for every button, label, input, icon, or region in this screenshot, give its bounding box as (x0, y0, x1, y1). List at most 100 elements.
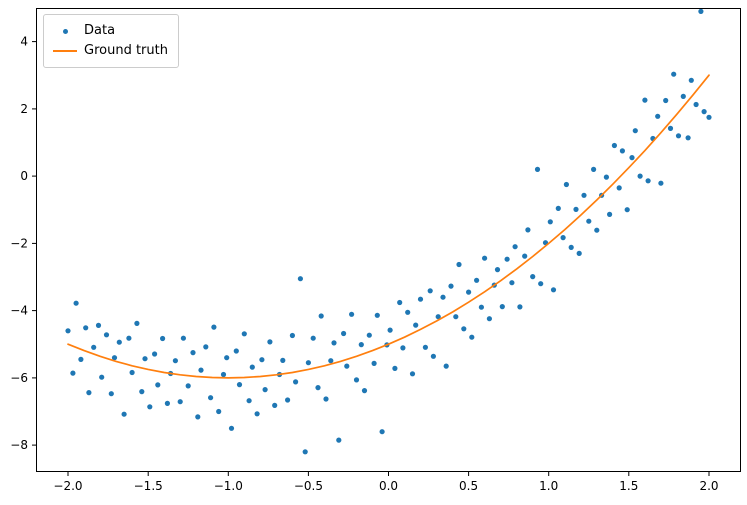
x-tick-label: 1.0 (539, 479, 558, 493)
scatter-point (591, 166, 597, 172)
scatter-point (397, 299, 403, 306)
scatter-point (573, 206, 579, 212)
scatter-point (91, 344, 97, 350)
scatter-point (576, 250, 582, 256)
scatter-point (663, 97, 669, 104)
scatter-point (160, 335, 166, 342)
scatter-point (103, 332, 110, 338)
scatter-point (675, 133, 682, 139)
scatter-point (293, 379, 299, 385)
scatter-point (65, 328, 71, 334)
x-tick-label: −2.0 (53, 479, 82, 493)
scatter-point (594, 227, 600, 233)
scatter-point (233, 348, 239, 354)
scatter-point (358, 342, 364, 348)
scatter-point (642, 97, 648, 103)
scatter-point (435, 314, 441, 320)
scatter-point (422, 344, 428, 350)
x-tick-label: −1.5 (134, 479, 163, 493)
y-tick-label: 0 (20, 169, 28, 183)
scatter-point (611, 142, 618, 149)
scatter-point (198, 367, 204, 373)
scatter-point (632, 128, 638, 134)
scatter-point (563, 181, 570, 188)
legend-handle (52, 50, 78, 53)
scatter-point (331, 340, 337, 346)
scatter-point (530, 274, 536, 280)
scatter-point (522, 253, 528, 259)
scatter-point (547, 219, 553, 225)
scatter-point (701, 109, 707, 115)
scatter-point (671, 71, 677, 77)
y-tick-label: −4 (10, 304, 28, 318)
scatter-point (95, 322, 102, 328)
scatter-point (512, 244, 518, 250)
y-tick-label: −8 (10, 438, 28, 452)
scatter-point (272, 402, 278, 408)
scatter-point (259, 357, 265, 363)
scatter-point (111, 355, 118, 361)
scatter-point (413, 322, 419, 328)
x-tick-label: −1.0 (214, 479, 243, 493)
x-tick-label: 0.5 (459, 479, 478, 493)
scatter-point (83, 325, 89, 331)
scatter-point (344, 363, 350, 369)
scatter-point (164, 400, 170, 406)
scatter-point (409, 371, 416, 377)
scatter-point (302, 449, 308, 455)
scatter-point (195, 414, 201, 420)
scatter-point (341, 330, 347, 337)
scatter-point (190, 350, 196, 356)
scatter-point (108, 391, 114, 397)
legend-entry-data: Data (52, 21, 168, 41)
scatter-point (203, 344, 209, 350)
scatter-point (142, 356, 148, 362)
y-tick-label: 4 (20, 35, 28, 49)
scatter-point (645, 178, 651, 184)
scatter-point (246, 398, 252, 404)
scatter-point (361, 388, 368, 394)
scatter-point (448, 283, 454, 289)
scatter-point (220, 371, 227, 378)
scatter-point (147, 404, 153, 410)
scatter-point (637, 173, 643, 179)
scatter-point (267, 339, 273, 345)
scatter-point (629, 155, 635, 161)
scatter-point (504, 256, 510, 262)
scatter-point (185, 383, 191, 389)
scatter-point (698, 8, 704, 14)
scatter-point (249, 364, 255, 370)
scatter-point (78, 356, 84, 362)
scatter-point (310, 335, 316, 341)
scatter-point (453, 314, 459, 320)
scatter-point (116, 339, 122, 345)
y-tick-label: 2 (20, 102, 28, 116)
scatter-point (99, 374, 105, 380)
scatter-point (560, 235, 566, 241)
scatter-point (70, 370, 76, 376)
x-tick-label: −0.5 (294, 479, 323, 493)
scatter-point (392, 365, 398, 371)
scatter-point (374, 312, 380, 318)
scatter-point (430, 353, 436, 359)
y-tick-label: −2 (10, 236, 28, 250)
scatter-point (443, 363, 449, 369)
legend: Data Ground truth (43, 14, 179, 69)
scatter-point (224, 355, 230, 361)
scatter-point (534, 166, 541, 172)
scatter-point (172, 358, 178, 364)
ground-truth-line (67, 74, 710, 379)
scatter-point (285, 397, 291, 403)
scatter-point (349, 311, 355, 317)
scatter-point (461, 326, 467, 332)
scatter-point (494, 267, 501, 273)
scatter-point (706, 114, 712, 120)
legend-entry-ground-truth: Ground truth (52, 41, 168, 61)
scatter-point (478, 304, 484, 310)
scatter-point (86, 390, 92, 396)
scatter-point (555, 205, 561, 211)
scatter-point (211, 324, 217, 330)
scatter-point (550, 287, 557, 293)
